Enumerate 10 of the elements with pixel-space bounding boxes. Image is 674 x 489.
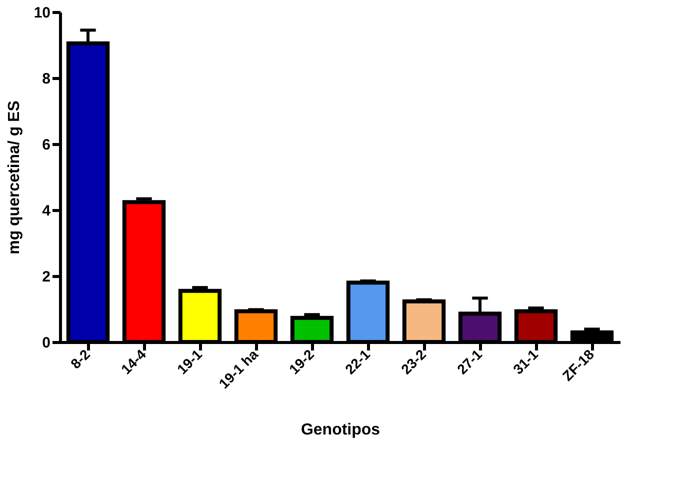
x-axis-title: Genotipos: [300, 422, 380, 439]
y-tick-label: 8: [42, 70, 50, 88]
y-tick-label: 0: [42, 334, 50, 352]
y-axis-title: mg quercetina/ g ES: [6, 100, 23, 254]
y-tick-label: 4: [42, 202, 52, 220]
x-tick-label: 31-1: [510, 346, 542, 378]
y-tick-label: 6: [42, 136, 50, 154]
y-tick-label: 2: [42, 268, 50, 286]
x-tick-label: 8-2: [67, 346, 94, 372]
y-tick-label: 10: [34, 4, 50, 22]
